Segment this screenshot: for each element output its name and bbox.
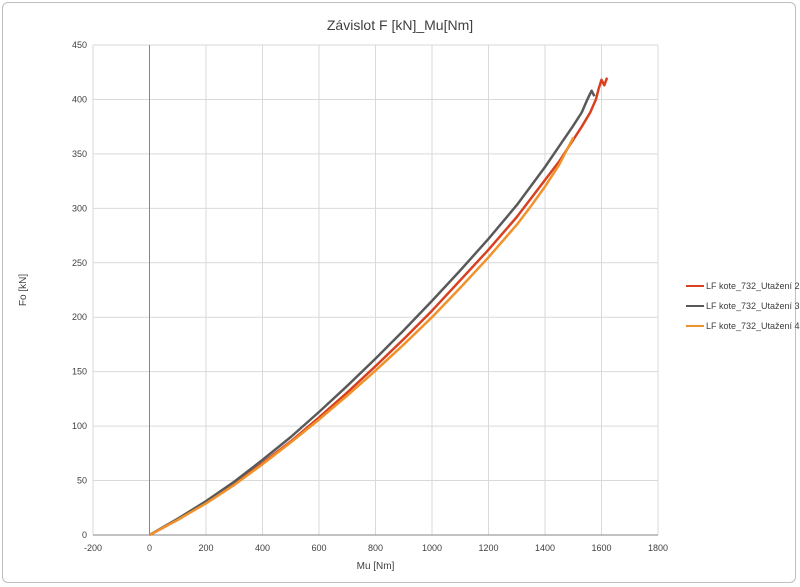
y-tick-label: 250	[72, 258, 87, 268]
x-tick-label: 600	[311, 543, 326, 553]
x-tick-label: 400	[255, 543, 270, 553]
chart-title: Závislot F [kN]_Mu[Nm]	[326, 17, 474, 33]
legend-item: LF kote_732_Utažení 3	[686, 296, 800, 316]
y-tick-label: 400	[72, 94, 87, 104]
x-tick-label: 1400	[535, 543, 555, 553]
legend-label: LF kote_732_Utažení 3	[706, 301, 800, 311]
x-tick-label: 800	[368, 543, 383, 553]
legend-swatch	[686, 285, 704, 287]
x-tick-label: 1000	[422, 543, 442, 553]
x-tick-label: 1200	[478, 543, 498, 553]
legend-item: LF kote_732_Utažení 4	[686, 316, 800, 336]
y-tick-label: 100	[72, 421, 87, 431]
x-tick-label: 200	[198, 543, 213, 553]
y-tick-label: 450	[72, 40, 87, 50]
y-tick-label: 150	[72, 367, 87, 377]
x-tick-label: 0	[147, 543, 152, 553]
series-line-3	[148, 137, 575, 537]
y-tick-label: 200	[72, 312, 87, 322]
y-tick-label: 0	[82, 530, 87, 540]
x-tick-label: -200	[84, 543, 102, 553]
series-line-1	[148, 77, 609, 537]
legend-item: LF kote_732_Utažení 2	[686, 276, 800, 296]
x-axis-title: Mu [Nm]	[357, 561, 395, 572]
legend-label: LF kote_732_Utažení 2	[706, 281, 800, 291]
series-line-2	[148, 89, 596, 537]
legend-swatch	[686, 305, 704, 307]
y-axis-title: Fo [kN]	[18, 274, 29, 306]
y-tick-label: 50	[77, 476, 87, 486]
chart-legend: LF kote_732_Utažení 2 LF kote_732_Utažení…	[686, 276, 800, 336]
legend-label: LF kote_732_Utažení 4	[706, 321, 800, 331]
x-tick-label: 1600	[591, 543, 611, 553]
legend-swatch	[686, 325, 704, 327]
x-tick-label: 1800	[648, 543, 668, 553]
y-tick-label: 350	[72, 149, 87, 159]
y-tick-label: 300	[72, 203, 87, 213]
